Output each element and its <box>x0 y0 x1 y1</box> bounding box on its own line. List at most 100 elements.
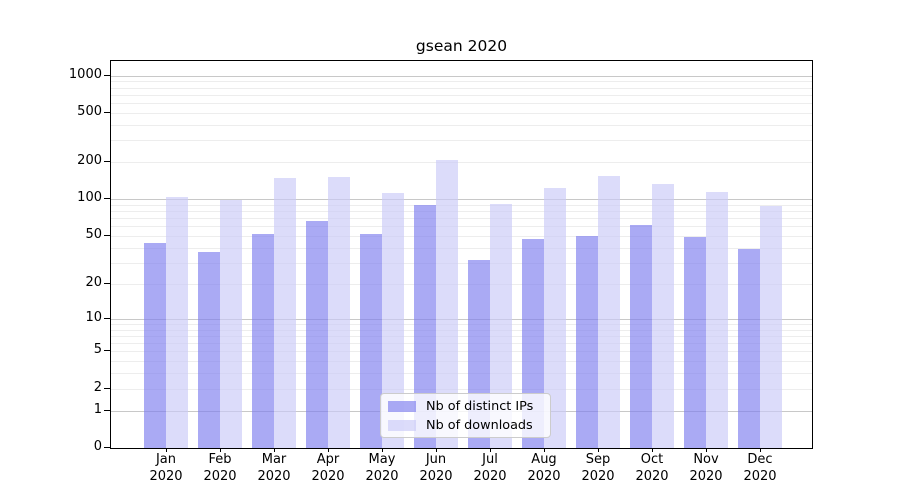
legend-label-distinct-ips: Nb of distinct IPs <box>426 398 534 414</box>
x-tick-label-year: 2020 <box>581 468 615 484</box>
bar-downloads-oct <box>652 184 674 448</box>
x-tick-label-year: 2020 <box>689 468 723 484</box>
y-tick-label-1000: 1000 <box>68 66 102 82</box>
x-tick-mar <box>274 448 275 452</box>
x-tick-label-year: 2020 <box>419 468 453 484</box>
legend: Nb of distinct IPs Nb of downloads <box>380 393 551 438</box>
y-tick-10 <box>104 317 110 319</box>
y-tick-label-20: 20 <box>85 274 102 290</box>
bar-downloads-jun <box>436 159 458 448</box>
x-tick-label-year: 2020 <box>203 468 237 484</box>
gridline-y-30 <box>111 262 812 264</box>
x-tick-label-dec: Dec 2020 <box>732 452 788 485</box>
x-tick-label-oct: Oct 2020 <box>624 452 680 485</box>
bar-downloads-feb <box>220 200 242 448</box>
gridline-y-9 <box>111 323 812 325</box>
x-tick-label-feb: Feb 2020 <box>192 452 248 485</box>
gridline-y-4 <box>111 361 812 363</box>
x-tick-aug <box>544 448 545 452</box>
x-tick-jun <box>436 448 437 452</box>
x-tick-label-year: 2020 <box>527 468 561 484</box>
y-tick-200 <box>104 161 110 163</box>
y-tick-50 <box>104 235 110 237</box>
y-tick-label-100: 100 <box>77 190 102 206</box>
gridline-y-8 <box>111 329 812 331</box>
bar-distinct-ips-jun <box>414 204 436 448</box>
y-tick-label-500: 500 <box>77 103 102 119</box>
x-tick-label-year: 2020 <box>635 468 669 484</box>
bar-downloads-dec <box>760 206 782 448</box>
y-tick-1000 <box>104 74 110 76</box>
gridline-y-600 <box>111 103 812 105</box>
x-tick-may <box>382 448 383 452</box>
gridline-y-80 <box>111 211 812 213</box>
x-tick-label-sep: Sep 2020 <box>570 452 626 485</box>
bar-distinct-ips-jan <box>144 242 166 448</box>
x-tick-label-may: May 2020 <box>354 452 410 485</box>
x-tick-label-nov: Nov 2020 <box>678 452 734 485</box>
bar-distinct-ips-nov <box>684 237 706 448</box>
x-tick-label-year: 2020 <box>149 468 183 484</box>
y-tick-label-0: 0 <box>93 439 102 454</box>
bar-distinct-ips-sep <box>576 236 598 448</box>
gridline-y-400 <box>111 124 812 126</box>
legend-swatch-downloads <box>388 419 416 431</box>
gridline-y-60 <box>111 226 812 228</box>
gridline-y-1000 <box>111 75 812 77</box>
bar-downloads-may <box>382 192 404 448</box>
gridline-y-300 <box>111 140 812 142</box>
legend-swatch-distinct-ips <box>388 400 416 412</box>
x-tick-feb <box>220 448 221 452</box>
y-tick-label-50: 50 <box>85 227 102 243</box>
bar-downloads-apr <box>328 177 350 448</box>
chart-title: gsean 2020 <box>415 37 508 55</box>
y-tick-100 <box>104 198 110 200</box>
bar-downloads-sep <box>598 175 620 448</box>
x-tick-label-year: 2020 <box>473 468 507 484</box>
gridline-y-50 <box>111 236 812 238</box>
bar-downloads-mar <box>274 177 296 448</box>
gridline-y-500 <box>111 112 812 114</box>
x-tick-label-year: 2020 <box>257 468 291 484</box>
y-tick-label-5: 5 <box>93 342 102 358</box>
gridline-y-200 <box>111 162 812 164</box>
legend-entry-distinct-ips: Nb of distinct IPs <box>388 399 550 414</box>
x-tick-label-year: 2020 <box>311 468 345 484</box>
x-tick-jan <box>166 448 167 452</box>
x-tick-label-year: 2020 <box>743 468 777 484</box>
y-tick-label-2: 2 <box>93 379 102 395</box>
gridline-y-2 <box>111 388 812 390</box>
bar-distinct-ips-mar <box>252 234 274 448</box>
gridline-y-800 <box>111 87 812 89</box>
y-tick-20 <box>104 282 110 284</box>
y-tick-label-1: 1 <box>93 401 102 417</box>
x-tick-label-jul: Jul 2020 <box>462 452 518 485</box>
y-tick-500 <box>104 111 110 113</box>
gridline-y-10 <box>111 318 812 320</box>
bar-distinct-ips-oct <box>630 224 652 448</box>
x-tick-label-jun: Jun 2020 <box>408 452 464 485</box>
y-tick-0 <box>104 447 110 448</box>
x-tick-oct <box>652 448 653 452</box>
bar-distinct-ips-apr <box>306 220 328 448</box>
gridline-y-900 <box>111 81 812 83</box>
x-tick-sep <box>598 448 599 452</box>
y-tick-2 <box>104 387 110 389</box>
gridline-y-5 <box>111 351 812 353</box>
x-tick-dec <box>760 448 761 452</box>
gridline-y-70 <box>111 218 812 220</box>
legend-entry-downloads: Nb of downloads <box>388 418 550 433</box>
bar-downloads-jul <box>490 204 512 448</box>
gridline-y-7 <box>111 335 812 337</box>
bar-downloads-aug <box>544 187 566 448</box>
x-tick-nov <box>706 448 707 452</box>
bar-downloads-jan <box>166 196 188 448</box>
gridline-y-40 <box>111 247 812 249</box>
y-tick-5 <box>104 350 110 352</box>
gridline-y-100 <box>111 199 812 201</box>
legend-label-downloads: Nb of downloads <box>426 417 533 433</box>
bar-distinct-ips-dec <box>738 249 760 448</box>
gridline-y-90 <box>111 204 812 206</box>
x-tick-label-mar: Mar 2020 <box>246 452 302 485</box>
